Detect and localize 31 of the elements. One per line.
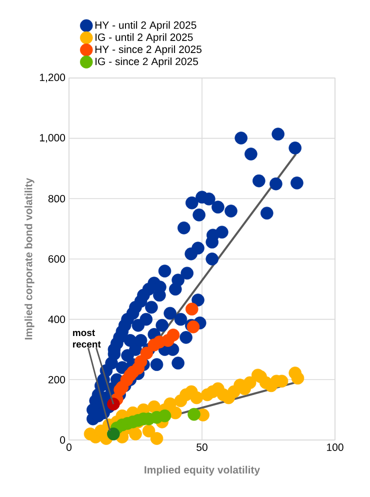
point [158, 409, 172, 422]
y-tick-label: 600 [48, 255, 66, 263]
y-tick-label: 0 [60, 436, 66, 444]
x-tick-label: 100 [327, 444, 344, 451]
x-axis-title: Implied equity volatility [144, 466, 260, 476]
point [243, 376, 256, 390]
y-tick-label: 800 [48, 194, 66, 202]
legend-label: IG - since 2 April 2025 [96, 57, 198, 68]
legend-label: HY - until 2 April 2025 [95, 21, 196, 31]
point [190, 391, 204, 404]
point [129, 428, 142, 440]
point [150, 432, 164, 445]
x-tick-label: 50 [196, 444, 208, 451]
legend-label: HY - since 2 April 2025 [95, 45, 202, 56]
point [291, 372, 304, 385]
point [142, 424, 156, 438]
x-tick-label: 0 [66, 444, 72, 451]
point [140, 346, 154, 360]
point [107, 428, 120, 440]
y-tick-label: 1,200 [40, 74, 66, 82]
point [188, 408, 200, 421]
annotation: most recent [73, 330, 101, 348]
legend-label: IG - until 2 April 2025 [96, 33, 193, 44]
point [169, 406, 182, 420]
y-tick-label: 200 [48, 376, 66, 384]
point [166, 328, 180, 342]
y-axis-title: Implied corporate bond volatility [24, 178, 34, 340]
point [134, 355, 148, 368]
point [185, 302, 198, 316]
y-tick-label: 400 [48, 316, 66, 324]
y-tick-label: 1,000 [40, 134, 66, 143]
